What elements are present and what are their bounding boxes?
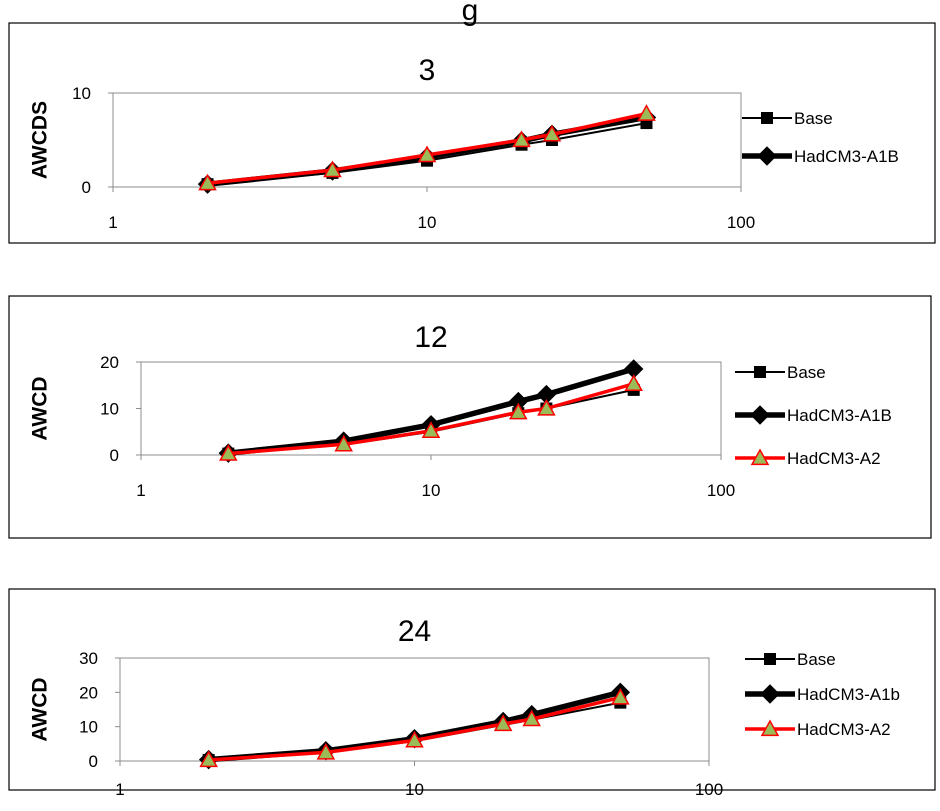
- y-tick-label: 0: [110, 446, 119, 465]
- data-point: [199, 750, 218, 768]
- data-point: [512, 130, 531, 148]
- x-tick-label: 1: [108, 213, 117, 232]
- chart-frame: [8, 295, 932, 539]
- x-tick-label: 100: [695, 780, 723, 799]
- chart-title: 12: [414, 321, 447, 354]
- data-point: [624, 374, 643, 392]
- y-tick-label: 0: [89, 752, 98, 771]
- data-point: [509, 402, 528, 420]
- x-tick-label: 1: [136, 481, 145, 500]
- y-axis-label: AWCDS: [29, 101, 52, 179]
- legend-label: Base: [794, 109, 833, 128]
- series-hadcm3-a1b: [218, 359, 644, 463]
- series-unnamed-2: [198, 104, 656, 191]
- legend-marker: [754, 366, 766, 378]
- chart-frame: [8, 588, 936, 791]
- data-point: [334, 434, 353, 452]
- page-title: g: [462, 0, 479, 27]
- data-point: [219, 444, 238, 461]
- data-point: [421, 421, 441, 438]
- legend-label: Base: [797, 650, 836, 669]
- data-point: [198, 173, 217, 191]
- y-tick-label: 20: [100, 353, 119, 372]
- legend-marker: [764, 653, 776, 665]
- data-point: [316, 742, 336, 760]
- y-tick-label: 10: [72, 84, 91, 103]
- legend-label: HadCM3-A2: [787, 449, 881, 468]
- x-tick-label: 100: [707, 481, 735, 500]
- legend-label: HadCM3-A2: [797, 720, 891, 739]
- data-point: [323, 160, 342, 178]
- series-hadcm3-a2: [219, 374, 643, 461]
- legend: Base HadCM3-A1b HadCM3-A2: [745, 650, 900, 739]
- data-point: [417, 145, 437, 163]
- legend-marker: [750, 448, 770, 466]
- data-point: [405, 730, 424, 748]
- x-tick-label: 100: [727, 213, 755, 232]
- series-line: [228, 382, 635, 456]
- chart-3: 24 AWCD 0 10 20 30 1 10 100 Base HadCM3-A1b HadCM3-…: [8, 588, 936, 799]
- legend-marker: [761, 112, 773, 124]
- chart-2: 12 AWCD 0 10 20 1 10 100 Base HadCM3-A1B HadCM3-A2: [8, 295, 932, 539]
- legend-label: HadCM3-A1b: [797, 685, 900, 704]
- y-axis-label: AWCD: [29, 677, 52, 741]
- y-tick-label: 30: [79, 649, 98, 668]
- legend-marker: [760, 719, 780, 737]
- series-line: [228, 366, 635, 456]
- legend-marker: [760, 684, 780, 704]
- data-point: [637, 104, 656, 121]
- x-tick-label: 10: [405, 780, 424, 799]
- y-tick-label: 10: [100, 400, 119, 419]
- legend-label: HadCM3-A1B: [794, 147, 899, 166]
- legend-label: HadCM3-A1B: [787, 406, 892, 425]
- y-axis-label: AWCD: [29, 376, 52, 440]
- series-line: [207, 111, 647, 185]
- data-point: [542, 124, 562, 142]
- chart-title: 24: [398, 615, 431, 648]
- x-tick-label: 10: [418, 213, 437, 232]
- y-tick-label: 20: [79, 683, 98, 702]
- data-point: [522, 709, 541, 727]
- legend-marker: [757, 146, 777, 166]
- y-tick-label: 10: [79, 718, 98, 737]
- chart-title: 3: [419, 54, 436, 87]
- chart-1: 3 AWCDS 0 10 1 10 100 Base HadCM3-A1B: [8, 22, 936, 244]
- chart-frame: [8, 22, 936, 244]
- x-tick-label: 10: [422, 481, 441, 500]
- legend-marker: [750, 405, 770, 425]
- x-tick-label: 1: [115, 780, 124, 799]
- legend: Base HadCM3-A1B: [742, 109, 899, 166]
- data-point: [537, 398, 556, 416]
- data-point: [611, 687, 630, 705]
- legend-label: Base: [787, 363, 826, 382]
- series-hadcm3-a2: [199, 687, 630, 768]
- series-line: [208, 695, 621, 762]
- y-tick-label: 0: [82, 178, 91, 197]
- data-point: [493, 714, 513, 732]
- series-line: [208, 689, 622, 763]
- legend: Base HadCM3-A1B HadCM3-A2: [735, 363, 892, 468]
